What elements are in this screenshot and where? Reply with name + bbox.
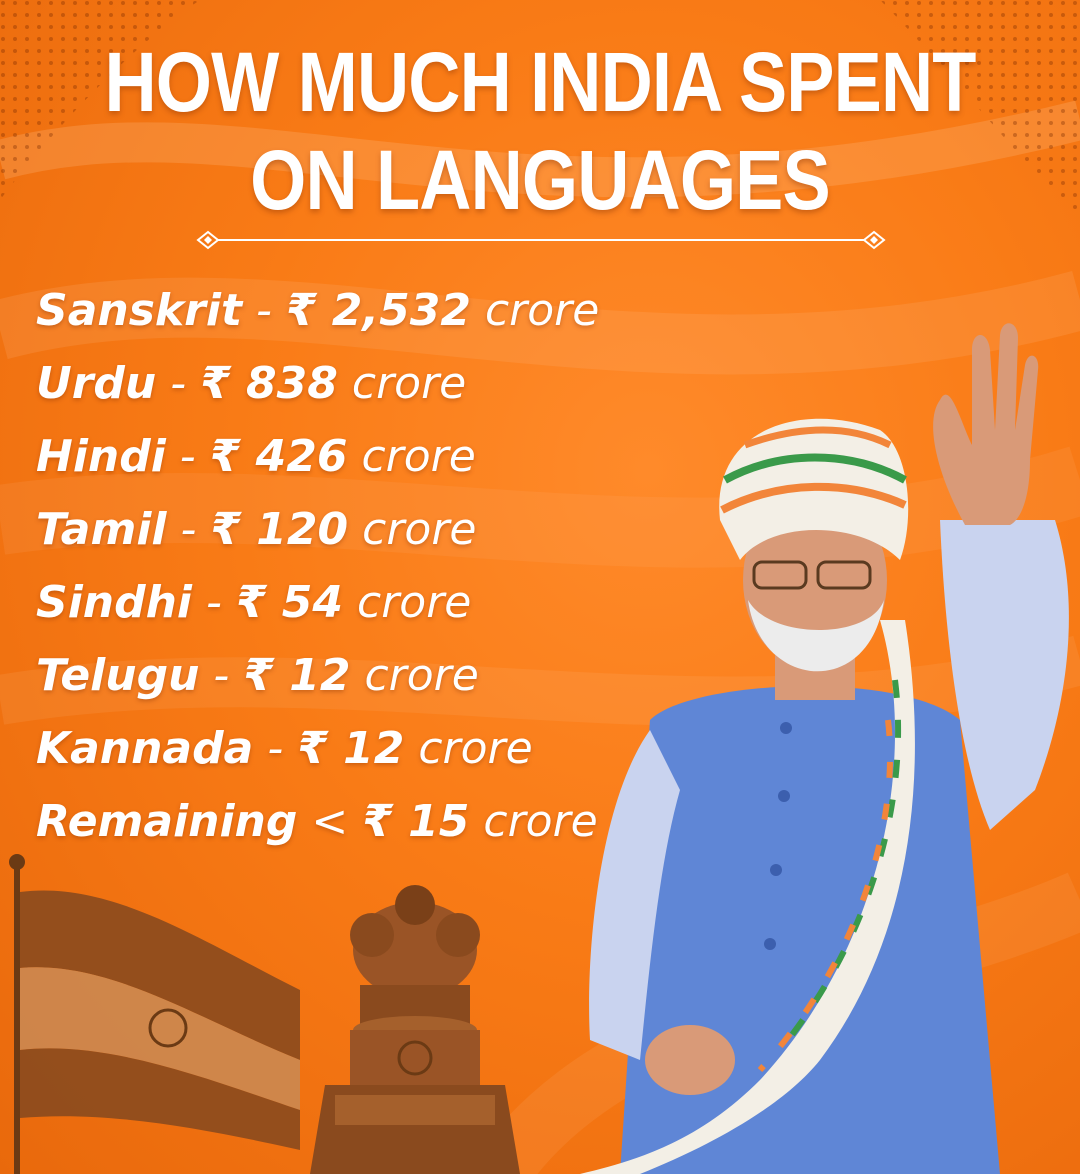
ashoka-lion-capital <box>310 885 520 1174</box>
unit: crore <box>343 577 472 628</box>
ornament-left-icon <box>196 230 220 250</box>
amount: ₹ 120 <box>210 504 349 555</box>
man-waving <box>580 323 1069 1174</box>
list-item-tamil: Tamil - ₹ 120 crore <box>36 497 599 570</box>
language-name: Sindhi <box>36 577 192 628</box>
amount: ₹ 426 <box>209 431 348 482</box>
list-item-sanskrit: Sanskrit - ₹ 2,532 crore <box>36 278 599 351</box>
list-item-telugu: Telugu - ₹ 12 crore <box>36 643 599 716</box>
title-line-2: ON LANGUAGES <box>250 133 831 227</box>
language-name: Telugu <box>36 650 200 701</box>
separator: - <box>165 431 210 482</box>
list-item-hindi: Hindi - ₹ 426 crore <box>36 424 599 497</box>
unit: crore <box>347 431 476 482</box>
list-item-sindhi: Sindhi - ₹ 54 crore <box>36 570 599 643</box>
unit: crore <box>469 796 598 847</box>
amount: ₹ 54 <box>235 577 344 628</box>
unit: crore <box>337 358 467 409</box>
separator: - <box>166 504 211 555</box>
unit: crore <box>348 504 477 555</box>
title-line-1: HOW MUCH INDIA SPENT <box>104 35 976 129</box>
language-name: Tamil <box>36 504 167 555</box>
title-divider <box>196 230 886 250</box>
unit: crore <box>350 650 479 701</box>
amount: ₹ 12 <box>297 723 405 774</box>
language-name: Urdu <box>36 358 157 409</box>
unit: crore <box>470 285 600 336</box>
separator: - <box>253 723 298 774</box>
halftone-dots-right <box>880 0 1080 220</box>
ornament-right-icon <box>862 230 886 250</box>
spending-list: Sanskrit - ₹ 2,532 crore Urdu - ₹ 838 cr… <box>36 278 599 862</box>
halftone-dots-left <box>0 0 200 200</box>
amount: ₹ 12 <box>243 650 351 701</box>
separator: < <box>297 796 363 847</box>
amount: ₹ 15 <box>362 796 470 847</box>
separator: - <box>241 285 286 336</box>
unit: crore <box>404 723 533 774</box>
list-item-urdu: Urdu - ₹ 838 crore <box>36 351 599 424</box>
list-item-remaining: Remaining < ₹ 15 crore <box>36 789 599 862</box>
language-name: Remaining <box>36 796 298 847</box>
separator: - <box>192 577 236 628</box>
amount: ₹ 838 <box>200 358 338 409</box>
separator: - <box>199 650 244 701</box>
language-name: Sanskrit <box>36 285 242 336</box>
language-name: Hindi <box>36 431 166 482</box>
list-item-kannada: Kannada - ₹ 12 crore <box>36 716 599 789</box>
indian-flag <box>9 854 300 1174</box>
amount: ₹ 2,532 <box>285 285 471 336</box>
language-name: Kannada <box>36 723 254 774</box>
separator: - <box>156 358 201 409</box>
